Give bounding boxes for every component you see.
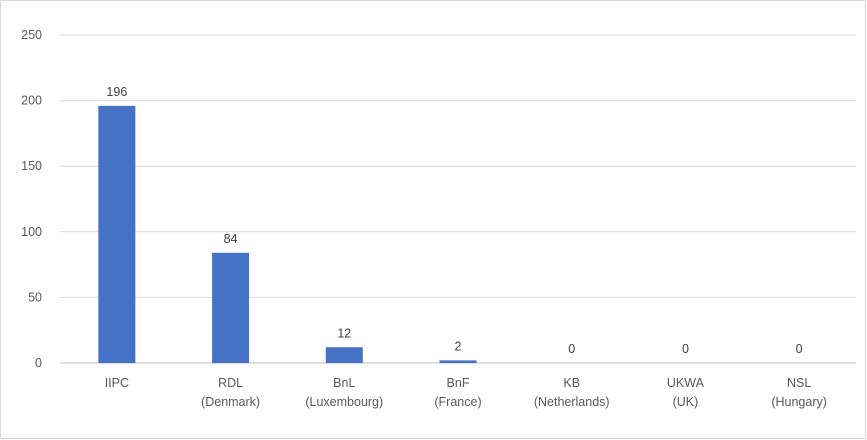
bar (212, 252, 250, 363)
x-tick-label: BnF (447, 376, 470, 390)
x-tick-label: (UK) (673, 395, 699, 409)
y-tick-label: 50 (28, 290, 42, 304)
x-tick-label: (Hungary) (771, 395, 827, 409)
y-tick-label: 150 (21, 159, 42, 173)
y-tick-label: 0 (35, 356, 42, 370)
bar (325, 347, 363, 363)
y-tick-label: 100 (21, 225, 42, 239)
x-tick-label: NSL (787, 376, 811, 390)
x-tick-label: KB (563, 376, 580, 390)
data-label: 196 (106, 85, 127, 99)
x-tick-label: IIPC (105, 376, 129, 390)
data-label: 84 (224, 232, 238, 246)
y-tick-label: 200 (21, 94, 42, 108)
bar (98, 105, 136, 364)
x-tick-label: RDL (218, 376, 243, 390)
y-tick-label: 250 (21, 28, 42, 42)
data-label: 12 (337, 326, 351, 340)
x-tick-label: (Netherlands) (534, 395, 610, 409)
x-tick-label: (Luxembourg) (305, 395, 383, 409)
data-label: 0 (796, 342, 803, 356)
x-tick-label: BnL (333, 376, 355, 390)
x-tick-label: UKWA (667, 376, 705, 390)
data-label: 2 (455, 339, 462, 353)
data-label: 0 (568, 342, 575, 356)
x-tick-label: (France) (434, 395, 481, 409)
x-tick-label: (Denmark) (201, 395, 260, 409)
data-label: 0 (682, 342, 689, 356)
bar (439, 360, 477, 363)
